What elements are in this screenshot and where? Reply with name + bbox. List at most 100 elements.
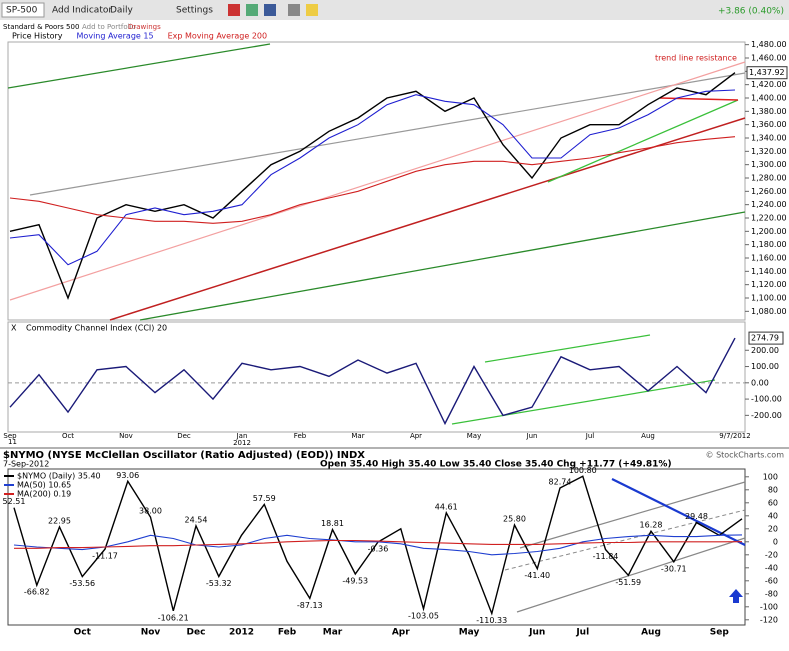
- y-tick-label: 1,240.00: [751, 200, 787, 209]
- legend-entry: Exp Moving Average 200: [168, 32, 268, 41]
- x-tick-label: Feb: [294, 432, 307, 440]
- data-label: 22.95: [48, 516, 71, 525]
- data-label: 29.48: [685, 512, 708, 521]
- data-label: -49.53: [342, 576, 368, 585]
- chart-subtitle: 7-Sep-2012: [3, 460, 49, 469]
- link[interactable]: Drawings: [128, 23, 161, 31]
- y-tick-label: 20: [768, 524, 778, 533]
- data-label: -11.84: [593, 552, 619, 561]
- y-tick-label: 1,180.00: [751, 240, 787, 249]
- data-label: -53.32: [206, 579, 232, 588]
- close-icon[interactable]: X: [11, 324, 17, 333]
- last-value-box: [748, 331, 784, 345]
- icon[interactable]: [264, 4, 276, 16]
- security-name: Standard & Poors 500: [3, 23, 79, 31]
- symbol-box[interactable]: [1, 2, 45, 18]
- x-tick-label: Feb: [278, 628, 297, 638]
- y-tick-label: -200.00: [751, 411, 782, 420]
- trend-line: [659, 97, 739, 101]
- y-tick-label: -40: [765, 563, 778, 572]
- watermark: © StockCharts.com: [706, 451, 785, 460]
- trend-line: [451, 379, 716, 425]
- data-label: 25.80: [503, 515, 526, 524]
- data-label: 1,437.92: [749, 68, 785, 77]
- icon[interactable]: [246, 4, 258, 16]
- x-tick-label: Mar: [351, 432, 364, 440]
- y-tick-label: 1,360.00: [751, 120, 787, 129]
- legend-entry: Price History: [12, 32, 63, 41]
- data-label: -53.56: [69, 579, 95, 588]
- x-tick-label: Oct: [74, 628, 92, 638]
- toolbar: [0, 0, 789, 20]
- data-label: -103.05: [408, 611, 439, 620]
- icon[interactable]: [306, 4, 318, 16]
- icon[interactable]: [288, 4, 300, 16]
- legend-entry: MA(200) 0.19: [17, 490, 71, 499]
- x-tick-label: Oct: [62, 432, 74, 440]
- trend-line: [29, 72, 746, 196]
- x-tick-label: Dec: [187, 628, 206, 638]
- data-label: -51.59: [615, 578, 641, 587]
- x-tick-label: Jul: [575, 628, 589, 638]
- x-tick-label: Nov: [141, 628, 161, 638]
- y-tick-label: -100: [760, 602, 778, 611]
- y-tick-label: 1,320.00: [751, 147, 787, 156]
- data-label: -11.17: [92, 552, 118, 561]
- y-tick-label: 1,480.00: [751, 40, 787, 49]
- x-tick-label: Jul: [585, 432, 595, 440]
- trend-line: [516, 537, 746, 613]
- y-tick-label: 1,140.00: [751, 267, 787, 276]
- trend-line: [9, 61, 746, 301]
- x-tick-label: Mar: [323, 628, 343, 638]
- y-tick-label: 200.00: [751, 346, 779, 355]
- x-tick-label: May: [459, 628, 480, 638]
- data-label: 38.00: [139, 507, 162, 516]
- data-label: -106.21: [158, 613, 189, 622]
- x-tick-label: 2012: [229, 628, 254, 638]
- x-tick-label: Apr: [410, 432, 422, 440]
- chart-title: $NYMO (NYSE McClellan Oscillator (Ratio …: [3, 450, 365, 461]
- x-tick-label: Dec: [177, 432, 191, 440]
- data-label: 24.54: [185, 515, 208, 524]
- nymo-panel: [7, 468, 746, 626]
- data-label: -66.82: [24, 588, 50, 597]
- data-label: 82.74: [549, 478, 572, 487]
- x-tick-label: May: [467, 432, 481, 440]
- y-tick-label: 1,380.00: [751, 107, 787, 116]
- trend-line: [139, 211, 746, 321]
- y-tick-label: 1,400.00: [751, 94, 787, 103]
- x-tick-label: Jun: [528, 628, 545, 638]
- y-tick-label: -20: [765, 550, 778, 559]
- data-label: 18.81: [321, 519, 344, 528]
- legend-entry: Moving Average 15: [77, 32, 154, 41]
- x-tick-label: Jun: [526, 432, 538, 440]
- toolbar-button[interactable]: Settings: [176, 6, 213, 16]
- trend-line: [484, 334, 651, 363]
- link[interactable]: Add to Portfolio: [82, 23, 136, 31]
- toolbar-button[interactable]: Daily: [110, 6, 133, 16]
- y-tick-label: 1,160.00: [751, 254, 787, 263]
- series-line: [9, 337, 736, 426]
- trend-line: [109, 117, 746, 321]
- y-tick-label: 1,340.00: [751, 134, 787, 143]
- y-tick-label: 1,120.00: [751, 280, 787, 289]
- symbol[interactable]: SP-500: [6, 6, 38, 16]
- trend-line: [547, 99, 739, 183]
- x-tick-label: Jan: [236, 432, 248, 440]
- series-line: [9, 136, 736, 224]
- y-tick-label: 1,220.00: [751, 214, 787, 223]
- x-year-label: 2012: [233, 439, 251, 447]
- data-label: 57.59: [253, 494, 276, 503]
- y-tick-label: -120: [760, 615, 778, 624]
- trend-line: [504, 509, 746, 571]
- y-tick-label: 100.00: [751, 362, 779, 371]
- y-tick-label: 40: [768, 511, 778, 520]
- data-label: 274.79: [751, 334, 779, 343]
- x-tick-label: Aug: [641, 628, 661, 638]
- y-tick-label: 1,280.00: [751, 174, 787, 183]
- x-tick-label: Aug: [641, 432, 655, 440]
- toolbar-button[interactable]: Add Indicator: [52, 6, 112, 16]
- x-tick-label: Sep: [3, 432, 17, 440]
- panel-title: Commodity Channel Index (CCI) 20: [26, 324, 167, 333]
- icon[interactable]: [228, 4, 240, 16]
